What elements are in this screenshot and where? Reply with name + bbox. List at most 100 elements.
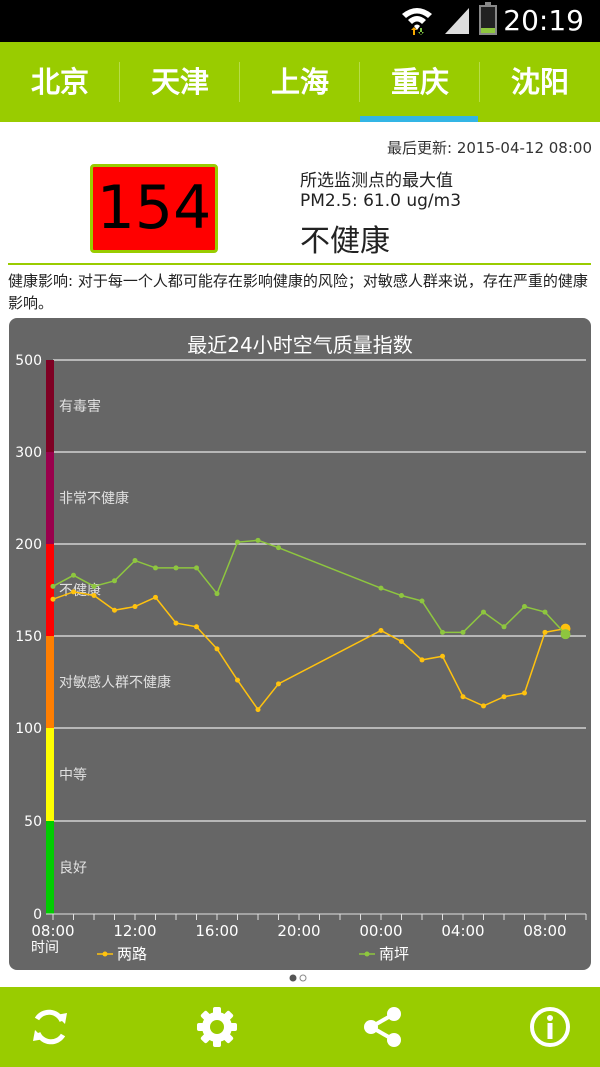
y-tick-label: 0	[33, 907, 42, 923]
data-point	[542, 629, 548, 635]
bottom-action-bar	[0, 987, 600, 1067]
tab-selected-indicator	[360, 116, 478, 122]
data-point	[378, 585, 384, 591]
band-label: 非常不健康	[59, 490, 129, 507]
data-point	[276, 681, 281, 687]
x-tick-label: 04:00	[441, 922, 484, 940]
data-point	[71, 572, 76, 578]
data-point	[522, 604, 527, 610]
data-point	[194, 624, 199, 630]
tab-shenyang[interactable]: 沈阳	[480, 42, 600, 122]
x-tick-label: 08:00	[523, 922, 566, 940]
page-indicator	[289, 974, 307, 982]
tab-beijing[interactable]: 北京	[0, 42, 120, 122]
data-point	[522, 690, 527, 696]
status-bar: 20:19	[0, 0, 600, 42]
data-point	[255, 537, 261, 543]
data-point	[501, 694, 507, 700]
data-point	[255, 707, 261, 713]
tab-label: 重庆	[390, 65, 449, 99]
aqi-value-box: 154	[90, 164, 218, 253]
data-point	[112, 578, 117, 584]
chart-title: 最近24小时空气质量指数	[187, 333, 412, 357]
data-point	[50, 596, 56, 602]
legend-marker	[102, 951, 108, 957]
band-label: 良好	[59, 861, 87, 877]
legend-marker	[364, 951, 370, 957]
data-point	[460, 629, 466, 635]
last-updated: 最后更新: 2015-04-12 08:00	[387, 139, 592, 157]
data-point	[91, 593, 97, 599]
clock: 20:19	[503, 4, 584, 37]
share-icon[interactable]	[361, 1005, 405, 1049]
tab-tianjin[interactable]: 天津	[120, 42, 240, 122]
y-tick-label: 100	[15, 721, 42, 737]
data-point	[173, 565, 179, 571]
x-axis-label: 时间	[31, 940, 59, 956]
data-point	[460, 694, 466, 700]
x-tick-label: 16:00	[195, 922, 238, 940]
pm25-value: PM2.5: 61.0 ug/m3	[300, 191, 462, 211]
y-tick-label: 200	[15, 537, 42, 553]
x-tick-label: 20:00	[277, 922, 320, 940]
data-point	[419, 598, 425, 604]
data-point	[153, 594, 158, 600]
tab-label: 天津	[150, 65, 209, 99]
data-point	[50, 583, 56, 589]
settings-gear-icon[interactable]	[195, 1005, 239, 1049]
data-point	[214, 646, 220, 652]
wifi-icon	[402, 8, 432, 35]
band-label: 对敏感人群不健康	[59, 674, 171, 691]
aqi-value: 154	[96, 173, 212, 243]
aqi-chart: 最近24小时空气质量指数 0 50 100 150 200 300 500 良好 中等 对敏感人群不…	[15, 333, 587, 963]
station-note: 所选监测点的最大值	[300, 171, 453, 191]
data-point	[194, 565, 199, 571]
data-point	[173, 620, 179, 626]
info-icon[interactable]	[528, 1005, 572, 1049]
legend-label: 南坪	[379, 945, 409, 963]
city-tabs: 北京 天津 上海 重庆 沈阳	[0, 42, 600, 122]
aqi-band	[46, 544, 54, 636]
series-line	[52, 591, 566, 711]
x-tick-label: 12:00	[113, 922, 156, 940]
data-point	[440, 629, 445, 635]
x-tick-label: 08:00	[31, 922, 74, 940]
aqi-band	[46, 360, 54, 452]
data-point	[481, 609, 486, 615]
health-effect: 健康影响: 对于每一个人都可能存在影响健康的风险；对敏感人群来说，存在严重的健康…	[8, 272, 588, 312]
data-point	[542, 609, 548, 615]
data-point	[501, 624, 507, 630]
data-point	[419, 657, 425, 663]
data-point	[71, 589, 76, 595]
tab-label: 沈阳	[510, 65, 569, 99]
aqi-band	[46, 636, 54, 728]
aqi-band	[46, 452, 54, 544]
data-point	[378, 627, 384, 633]
data-point	[560, 629, 571, 640]
aqi-band	[46, 821, 54, 914]
tab-shanghai[interactable]: 上海	[240, 42, 360, 122]
data-point	[276, 545, 281, 551]
series-line	[52, 539, 567, 635]
battery-icon	[479, 2, 497, 35]
divider	[8, 263, 591, 265]
y-tick-label: 300	[15, 445, 42, 461]
data-point	[132, 558, 138, 564]
tab-chongqing[interactable]: 重庆	[360, 42, 480, 122]
data-point	[214, 591, 220, 597]
data-point	[399, 593, 404, 599]
aqi-level: 不健康	[300, 224, 390, 259]
signal-icon	[445, 8, 469, 34]
x-tick-label: 00:00	[359, 922, 402, 940]
legend-label: 两路	[117, 945, 147, 963]
data-point	[481, 703, 486, 709]
data-point	[440, 653, 445, 659]
refresh-icon[interactable]	[28, 1005, 72, 1049]
aqi-chart-card: 最近24小时空气质量指数 0 50 100 150 200 300 500 良好 中等 对敏感人群不…	[9, 318, 591, 970]
data-point	[235, 677, 240, 683]
data-point	[91, 583, 97, 589]
data-point	[132, 604, 138, 610]
band-label: 有毒害	[59, 399, 101, 415]
tab-label: 上海	[270, 65, 329, 99]
tab-label: 北京	[30, 65, 89, 99]
